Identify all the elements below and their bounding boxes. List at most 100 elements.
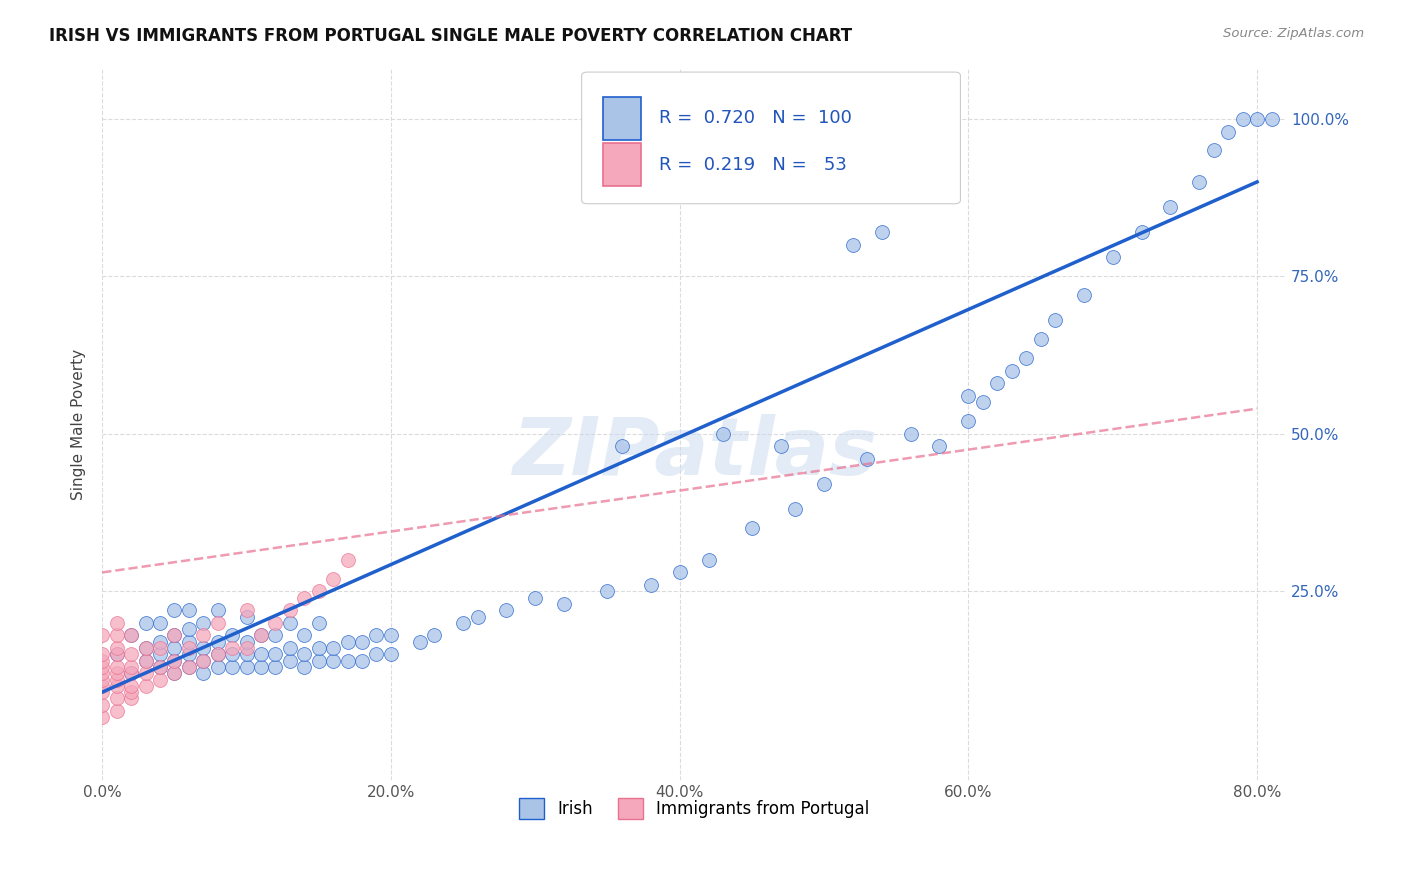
Point <box>120 666 142 681</box>
Point <box>163 640 186 655</box>
Point <box>149 660 172 674</box>
Point <box>120 628 142 642</box>
Point <box>120 660 142 674</box>
Point <box>741 521 763 535</box>
Point <box>769 440 792 454</box>
Point <box>134 615 156 630</box>
Point <box>785 502 807 516</box>
Point <box>292 628 315 642</box>
Point <box>235 634 257 648</box>
Point <box>163 603 186 617</box>
Point <box>278 640 301 655</box>
Point <box>264 648 287 662</box>
Point <box>308 584 330 599</box>
Point <box>1246 112 1268 126</box>
Point <box>495 603 517 617</box>
Point <box>278 615 301 630</box>
Point <box>308 654 330 668</box>
Point <box>193 640 215 655</box>
Point <box>193 615 215 630</box>
Point <box>640 578 662 592</box>
Point <box>366 648 388 662</box>
Point <box>193 628 215 642</box>
Point <box>221 640 243 655</box>
Point <box>596 584 619 599</box>
Point <box>177 622 200 636</box>
Point <box>105 648 128 662</box>
Point <box>235 609 257 624</box>
Point <box>1101 251 1123 265</box>
Point <box>207 634 229 648</box>
Point <box>193 654 215 668</box>
Point <box>336 654 359 668</box>
Point <box>250 628 273 642</box>
Point <box>856 452 879 467</box>
Point <box>207 603 229 617</box>
Point <box>235 640 257 655</box>
Point <box>697 553 720 567</box>
Point <box>134 640 156 655</box>
Point <box>91 628 114 642</box>
Point <box>264 628 287 642</box>
Point <box>120 685 142 699</box>
Point <box>120 679 142 693</box>
Point <box>163 628 186 642</box>
Point <box>207 648 229 662</box>
Point <box>193 666 215 681</box>
Point <box>120 666 142 681</box>
Point <box>163 666 186 681</box>
Point <box>177 634 200 648</box>
Point <box>207 648 229 662</box>
FancyBboxPatch shape <box>603 144 641 186</box>
Point <box>380 648 402 662</box>
Point <box>308 615 330 630</box>
Point <box>105 660 128 674</box>
Point <box>322 654 344 668</box>
Point <box>177 660 200 674</box>
Point <box>322 640 344 655</box>
Point <box>177 660 200 674</box>
Point <box>91 648 114 662</box>
Point <box>120 691 142 706</box>
Point <box>352 634 374 648</box>
Point <box>813 477 835 491</box>
Point <box>1202 144 1225 158</box>
Point <box>1232 112 1254 126</box>
Point <box>322 572 344 586</box>
Point <box>1015 351 1038 366</box>
Point <box>957 414 980 428</box>
Point <box>235 603 257 617</box>
Point <box>163 628 186 642</box>
Point <box>91 660 114 674</box>
Point <box>105 640 128 655</box>
Point <box>1188 175 1211 189</box>
Point <box>105 628 128 642</box>
Point <box>553 597 575 611</box>
Point <box>134 679 156 693</box>
Point <box>928 440 950 454</box>
Point <box>91 679 114 693</box>
Point <box>409 634 432 648</box>
Point <box>352 654 374 668</box>
FancyBboxPatch shape <box>582 72 960 203</box>
Point <box>842 238 865 252</box>
Text: IRISH VS IMMIGRANTS FROM PORTUGAL SINGLE MALE POVERTY CORRELATION CHART: IRISH VS IMMIGRANTS FROM PORTUGAL SINGLE… <box>49 27 852 45</box>
Point <box>163 666 186 681</box>
Point <box>957 389 980 403</box>
Point <box>177 640 200 655</box>
Point <box>292 591 315 605</box>
Point <box>264 660 287 674</box>
Point <box>207 615 229 630</box>
Point <box>986 376 1008 391</box>
Point <box>91 654 114 668</box>
Point <box>105 679 128 693</box>
Point <box>91 673 114 687</box>
Point <box>1218 124 1240 138</box>
Point <box>149 640 172 655</box>
Point <box>120 648 142 662</box>
Point <box>177 648 200 662</box>
Point <box>91 685 114 699</box>
Point <box>91 710 114 724</box>
Point <box>366 628 388 642</box>
Point <box>278 654 301 668</box>
